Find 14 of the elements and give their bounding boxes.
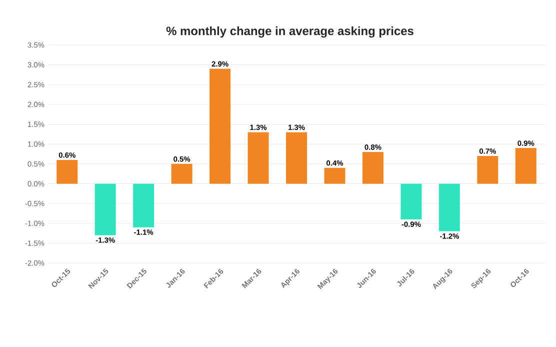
bar xyxy=(171,164,192,184)
bar xyxy=(133,184,154,228)
chart-title: % monthly change in average asking prices xyxy=(166,26,414,38)
bar xyxy=(248,132,269,184)
bar xyxy=(56,160,78,184)
bar xyxy=(515,148,536,184)
bar xyxy=(362,152,384,184)
bar xyxy=(477,156,498,184)
bar xyxy=(324,168,346,184)
bar xyxy=(286,132,308,184)
bar xyxy=(438,184,460,232)
bar xyxy=(400,184,422,220)
bar xyxy=(210,68,231,184)
bar xyxy=(94,184,116,236)
